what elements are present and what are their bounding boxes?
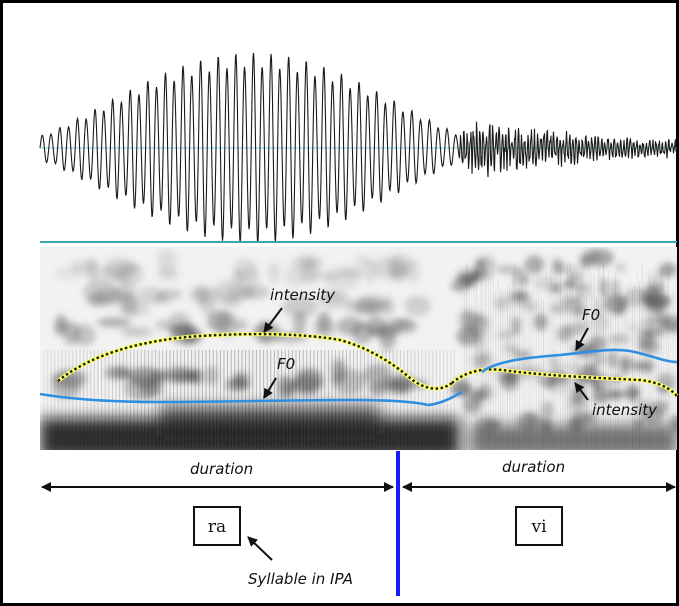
spectrogram-panel	[40, 247, 677, 450]
label-duration-vi: duration	[502, 458, 565, 476]
arrow-intensity-vi	[574, 382, 589, 401]
arrow-intensity-ra	[263, 307, 283, 333]
syllable-box-ra	[193, 506, 241, 546]
intensity-contour-ra	[57, 332, 453, 390]
syllable-ra: ra	[208, 517, 226, 537]
label-intensity-ra: intensity	[270, 286, 336, 304]
waveform-panel	[39, 52, 678, 243]
label-f0-vi: F0	[582, 306, 600, 324]
f0-contour-ra	[39, 390, 463, 407]
waveform	[39, 52, 678, 243]
f0-contour-vi	[481, 348, 678, 374]
arrow-f0-vi	[575, 327, 589, 351]
label-syllable-note: Syllable in IPA	[248, 570, 353, 588]
label-duration-ra: duration	[190, 460, 253, 478]
label-intensity-vi: intensity	[592, 401, 658, 419]
spectrogram-energy	[51, 247, 677, 435]
arrow-syllable-note	[247, 536, 273, 561]
arrow-f0-ra	[263, 377, 277, 399]
syllable-box-vi	[515, 506, 563, 546]
syllable-vi: vi	[530, 517, 547, 537]
spectrogram-low-band	[40, 405, 677, 450]
label-f0-ra: F0	[277, 355, 295, 373]
